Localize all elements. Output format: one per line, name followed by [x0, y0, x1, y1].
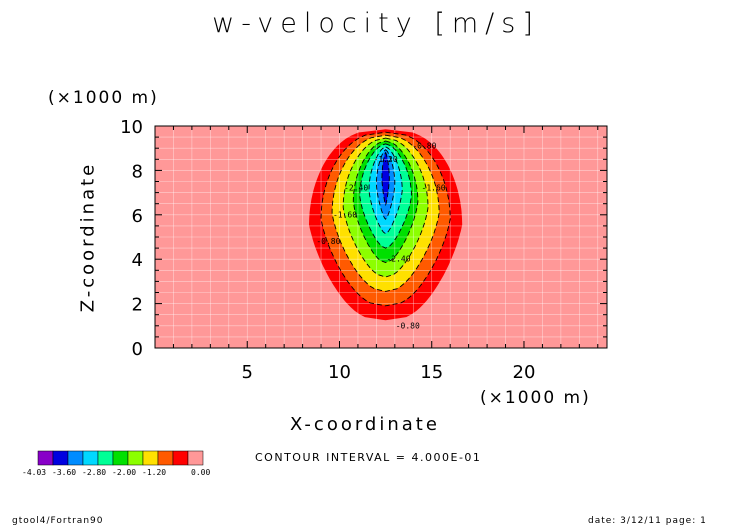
y-tick-label: 6	[132, 206, 143, 227]
colorbar-swatch	[82, 450, 99, 466]
x-tick-label: 10	[328, 362, 351, 383]
y-tick-label: 10	[120, 117, 143, 138]
footer-date-page: date: 3/12/11 page: 1	[588, 516, 707, 526]
colorbar-swatch	[172, 450, 189, 466]
contour-label: -0.80	[396, 321, 420, 330]
contour-lines	[320, 131, 451, 307]
contour-line	[381, 151, 390, 207]
contour-line	[368, 146, 403, 235]
colorbar-swatch	[97, 450, 114, 466]
x-axis-multiplier: (×1000 m)	[480, 388, 591, 408]
y-tick-label: 2	[132, 295, 143, 316]
colorbar-label: -1.20	[142, 468, 166, 477]
y-tick-label: 0	[132, 339, 143, 360]
contour-label: -1.60	[422, 184, 446, 193]
colorbar-swatch	[52, 450, 69, 466]
x-tick-label: 15	[420, 362, 443, 383]
contour-labels: -0.80 -1.20 -2.40 -1.60 -1.60 -0.80 -2.40 -0.80	[316, 141, 445, 330]
colorbar-label: 0.00	[191, 468, 210, 477]
contour-band	[381, 152, 390, 205]
colorbar-label: -4.03	[22, 468, 46, 477]
contour-line	[359, 143, 412, 249]
contour-line	[375, 149, 396, 220]
colorbar-swatch	[157, 450, 174, 466]
colorbar-swatch	[142, 450, 159, 466]
colorbar-swatch	[187, 450, 204, 466]
contour-label: -0.80	[316, 237, 340, 246]
contour-label: -1.60	[333, 210, 357, 219]
contour-bands	[309, 129, 463, 321]
contour-label: -2.40	[386, 255, 410, 264]
contour-line	[352, 140, 419, 263]
colorbar-swatch	[67, 450, 84, 466]
contour-line	[331, 134, 440, 292]
colorbar-swatch	[37, 450, 54, 466]
contour-interval-note: CONTOUR INTERVAL = 4.000E-01	[255, 451, 482, 464]
colorbar: -4.03 -3.60 -2.80 -2.00 -1.20 0.00	[22, 450, 210, 477]
contour-label: -1.20	[374, 155, 398, 164]
chart-title: w-velocity [m/s]	[212, 8, 540, 39]
axis-ticks: 5 10 15 20 0 2 4 6 8 10	[120, 117, 607, 383]
y-axis-multiplier: (×1000 m)	[48, 88, 159, 108]
colorbar-label: -3.60	[52, 468, 76, 477]
contour-label: -0.80	[412, 141, 436, 150]
colorbar-label: -2.00	[112, 468, 136, 477]
grid	[155, 126, 607, 348]
y-tick-label: 4	[132, 250, 143, 271]
contour-line	[342, 137, 429, 278]
y-tick-label: 8	[132, 161, 143, 182]
x-tick-label: 5	[242, 362, 253, 383]
colorbar-label: -2.80	[82, 468, 106, 477]
contour-line	[320, 131, 451, 307]
x-axis-label: X-coordinate	[290, 414, 440, 435]
contour-label: -2.40	[344, 184, 368, 193]
footer-program: gtool4/Fortran90	[12, 516, 104, 526]
x-tick-label: 20	[513, 362, 536, 383]
colorbar-swatch	[127, 450, 144, 466]
colorbar-swatch	[112, 450, 129, 466]
